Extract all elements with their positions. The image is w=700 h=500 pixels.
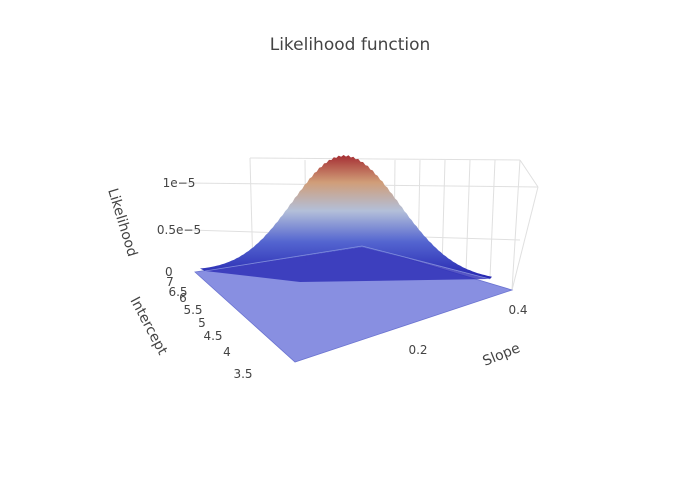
gridline xyxy=(489,159,496,279)
x-tick-label: 3.5 xyxy=(233,367,252,381)
z-axis-ticks: 0 0.5e−5 1e−5 xyxy=(157,176,201,279)
x-tick-label: 5.5 xyxy=(183,303,202,317)
gridline xyxy=(519,159,539,188)
y-tick-label: 0.4 xyxy=(508,303,527,317)
y-axis-ticks: 0.2 0.4 xyxy=(408,303,527,357)
gridline xyxy=(441,159,446,269)
x-tick-label: 7 xyxy=(166,275,174,289)
likelihood-surface xyxy=(200,155,492,279)
chart-title: Likelihood function xyxy=(270,35,431,55)
y-tick-label: 0.2 xyxy=(408,343,427,357)
gridline xyxy=(249,157,521,161)
z-tick-label: 0 xyxy=(165,265,173,279)
z-tick-label: 0.5e−5 xyxy=(157,223,201,237)
scene-gridlines xyxy=(184,157,539,291)
z-axis-title: Likelihood xyxy=(104,186,140,258)
gridline xyxy=(465,159,471,273)
surface-base-dark-region xyxy=(205,247,490,282)
x-tick-label: 5 xyxy=(198,316,206,330)
x-tick-label: 4.5 xyxy=(203,329,222,343)
x-axis-title: Intercept xyxy=(126,294,170,358)
x-tick-label: 6 xyxy=(179,291,187,305)
y-axis-title: Slope xyxy=(481,340,523,369)
x-axis-ticks: 3.544.555.566.57 xyxy=(166,275,252,381)
gridline xyxy=(511,186,539,291)
surface-ridge-line xyxy=(204,245,491,280)
z-tick-label: 1e−5 xyxy=(163,176,196,190)
gridline xyxy=(511,159,521,291)
x-tick-label: 6.5 xyxy=(168,285,187,299)
x-tick-label: 4 xyxy=(223,345,231,359)
